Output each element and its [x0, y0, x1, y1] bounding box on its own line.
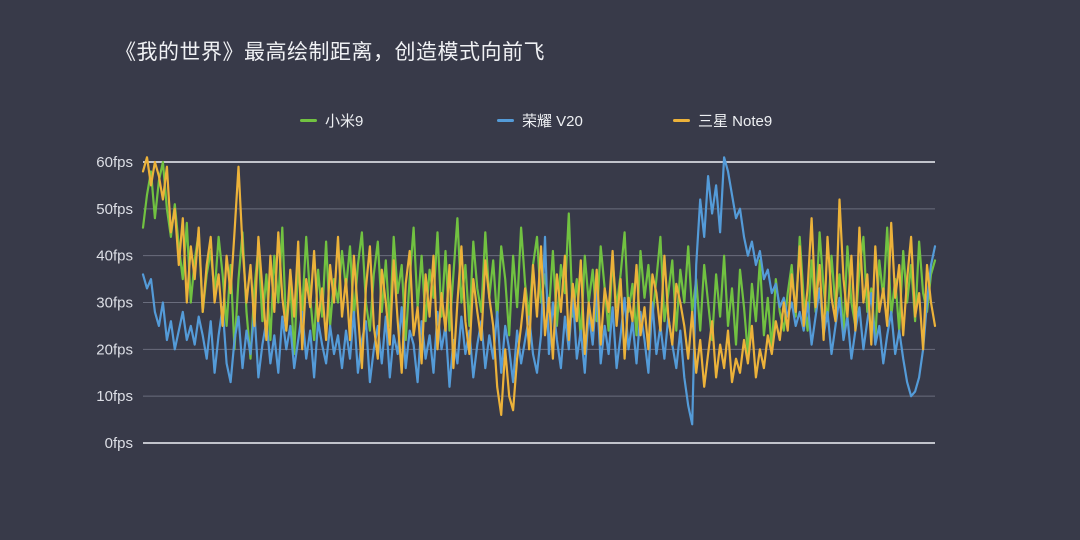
legend-label-honor-v20: 荣耀 V20 [522, 112, 583, 130]
y-axis-tick-label: 30fps [96, 295, 133, 312]
y-axis-tick-label: 50fps [96, 201, 133, 218]
series-line-xiaomi9 [141, 160, 937, 360]
legend-item-samsung-note9: 三星 Note9 [673, 110, 772, 130]
legend-swatch-samsung-note9-icon [673, 118, 690, 122]
chart-title: 《我的世界》最高绘制距离，创造模式向前飞 [115, 41, 545, 64]
legend-label-samsung-note9: 三星 Note9 [698, 112, 773, 130]
legend: 小米9 荣耀 V20 三星 Note9 [0, 110, 1080, 132]
y-axis-tick-label: 10fps [96, 388, 133, 405]
legend-swatch-honor-v20-icon [497, 118, 514, 122]
y-axis-tick-label: 40fps [96, 248, 133, 265]
legend-item-honor-v20: 荣耀 V20 [497, 110, 583, 130]
series-line-honor-v20 [141, 156, 937, 426]
y-axis-tick-label: 60fps [96, 154, 133, 171]
legend-item-xiaomi9: 小米9 [300, 110, 363, 130]
legend-label-xiaomi9: 小米9 [325, 112, 364, 130]
y-axis-tick-label: 0fps [105, 435, 133, 452]
y-axis-tick-label: 20fps [96, 341, 133, 358]
legend-swatch-xiaomi9-icon [300, 118, 317, 122]
series-line-samsung-note9 [141, 156, 937, 416]
